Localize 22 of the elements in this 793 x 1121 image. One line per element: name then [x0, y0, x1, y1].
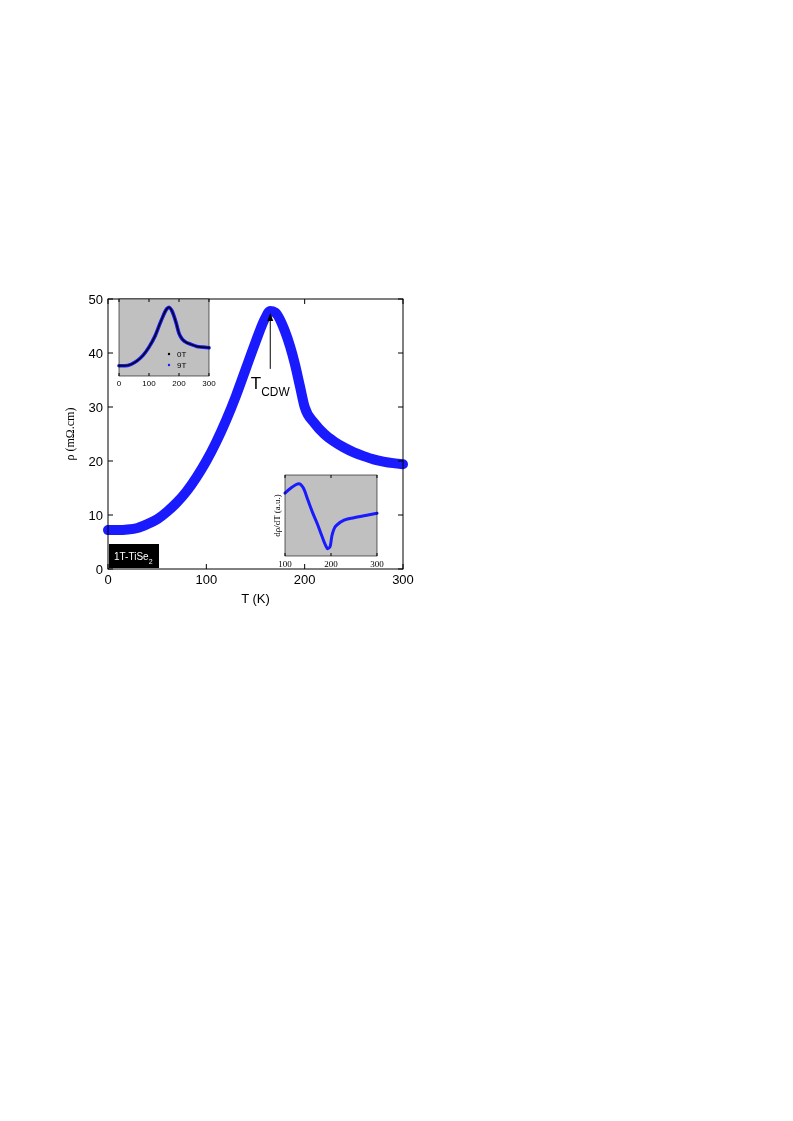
annotation: T$_{CDW}$ [250, 373, 291, 399]
x-axis-title: T (K) [241, 590, 270, 606]
series-label: 0T [177, 350, 187, 359]
y-tick-label: 30 [88, 399, 103, 415]
x-tick-label: 0 [116, 379, 122, 388]
x-tick-label: 100 [142, 379, 157, 388]
y-tick-label: 20 [88, 453, 103, 469]
x-tick-label: 300 [392, 572, 414, 587]
x-tick-label: 100 [278, 559, 293, 569]
x-tick-label: 200 [172, 379, 187, 388]
y-axis-title: dρ/dT (a.u.) [272, 494, 282, 537]
y-tick-label: 50 [88, 291, 103, 307]
x-tick-label: 200 [324, 559, 339, 569]
y-tick-label: 10 [88, 507, 103, 523]
text: 9T [177, 361, 187, 370]
x-tick-label: 300 [370, 559, 385, 569]
x-tick-label: 100 [195, 572, 218, 587]
y-tick-label: 40 [88, 345, 103, 361]
annotation: 1T-TiSe$_{2}$ [114, 551, 153, 565]
y-axis-title: ρ (mΩ.cm) [63, 407, 77, 461]
x-tick-label: 300 [202, 379, 217, 388]
x-tick-label: 200 [293, 572, 316, 587]
